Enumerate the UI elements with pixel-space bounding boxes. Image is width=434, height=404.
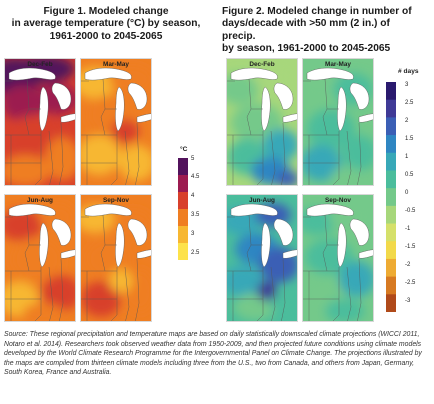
legend-color-step: [386, 258, 396, 278]
figure1-title-line1: Figure 1. Modeled change: [43, 6, 169, 17]
legend-color-step: [178, 243, 188, 260]
precipitation-map-mar-may: Mar-May: [302, 58, 374, 186]
legend-tick: 1: [405, 154, 409, 160]
map-artwork: [5, 195, 75, 321]
legend-color-step: [386, 82, 396, 101]
legend-tick: -1.5: [405, 244, 416, 250]
panel-label: Mar-May: [325, 61, 351, 68]
figure2-title-line3: by season, 1961-2000 to 2045-2065: [222, 43, 391, 55]
legend-color-step: [386, 294, 396, 312]
legend-color-step: [386, 188, 396, 207]
legend-tick: 2: [405, 118, 409, 124]
legend-tick: -0.5: [405, 208, 416, 214]
legend-tick: 3.5: [191, 212, 200, 218]
legend-tick: 3: [405, 82, 409, 88]
map-artwork: [303, 59, 373, 185]
precipitation-legend-colorbar: [386, 82, 396, 312]
map-artwork: [303, 195, 373, 321]
temperature-legend-colorbar: [178, 158, 188, 260]
legend-tick: 0: [405, 190, 409, 196]
precipitation-map-dec-feb: Dec-Feb: [226, 58, 298, 186]
legend-tick: 1.5: [405, 136, 414, 142]
panel-label: Jun-Aug: [249, 197, 275, 204]
figure1-title-line2: in average temperature (°C) by season,: [11, 18, 201, 30]
panel-label: Dec-Feb: [27, 61, 53, 68]
legend-color-step: [386, 205, 396, 224]
temperature-map-mar-may: Mar-May: [80, 58, 152, 186]
legend-color-step: [386, 117, 396, 136]
panel-label: Sep-Nov: [325, 197, 351, 204]
panel-label: Mar-May: [103, 61, 129, 68]
legend-tick: -2.5: [405, 280, 416, 286]
temperature-map-sep-nov: Sep-Nov: [80, 194, 152, 322]
legend-color-step: [386, 276, 396, 295]
legend-color-step: [178, 209, 188, 227]
legend-color-step: [386, 170, 396, 189]
legend-tick: 4: [191, 193, 195, 199]
figure1-title-line3: 1961-2000 to 2045-2065: [49, 30, 163, 42]
legend-tick: -1: [405, 226, 411, 232]
panel-label: Sep-Nov: [103, 197, 129, 204]
legend-color-step: [178, 192, 188, 210]
legend-color-step: [386, 152, 396, 171]
legend-color-step: [178, 175, 188, 193]
legend-color-step: [178, 158, 188, 176]
legend-tick: -3: [405, 298, 411, 304]
legend-tick: 4.5: [191, 174, 200, 180]
precipitation-map-jun-aug: Jun-Aug: [226, 194, 298, 322]
temperature-map-dec-feb: Dec-Feb: [4, 58, 76, 186]
panel-label: Dec-Feb: [249, 61, 275, 68]
legend-tick: 2.5: [405, 100, 414, 106]
figure1-title: Figure 1. Modeled change in average temp…: [2, 6, 210, 43]
map-artwork: [227, 59, 297, 185]
map-artwork: [5, 59, 75, 185]
panel-label: Jun-Aug: [27, 197, 53, 204]
legend-color-step: [386, 99, 396, 118]
legend-tick: -2: [405, 262, 411, 268]
legend-color-step: [386, 241, 396, 260]
temperature-map-jun-aug: Jun-Aug: [4, 194, 76, 322]
legend-tick: 0.5: [405, 172, 414, 178]
legend-tick: 2.5: [191, 250, 200, 256]
precipitation-map-sep-nov: Sep-Nov: [302, 194, 374, 322]
source-note: Source: These regional precipitation and…: [4, 331, 422, 377]
legend-color-step: [386, 135, 396, 154]
legend-tick: 5: [191, 156, 195, 162]
precipitation-legend-unit: # days: [398, 68, 419, 75]
precipitation-legend-ticks: 3 2.5 2 1.5 1 0.5 0 -0.5 -1 -1.5 -2 -2.5…: [405, 82, 429, 318]
legend-tick: 3: [191, 231, 195, 237]
figure2-title-line1: Figure 2. Modeled change in number of: [222, 6, 412, 17]
figure2-title: Figure 2. Modeled change in number of da…: [222, 6, 422, 56]
figure2-title-line2: days/decade with >50 mm (2 in.) of preci…: [222, 18, 390, 42]
map-artwork: [81, 195, 151, 321]
temperature-legend-ticks: 5 4.5 4 3.5 3 2.5: [191, 156, 211, 262]
temperature-legend-unit: °C: [180, 146, 188, 153]
map-artwork: [81, 59, 151, 185]
map-artwork: [227, 195, 297, 321]
legend-color-step: [178, 226, 188, 244]
legend-color-step: [386, 223, 396, 242]
